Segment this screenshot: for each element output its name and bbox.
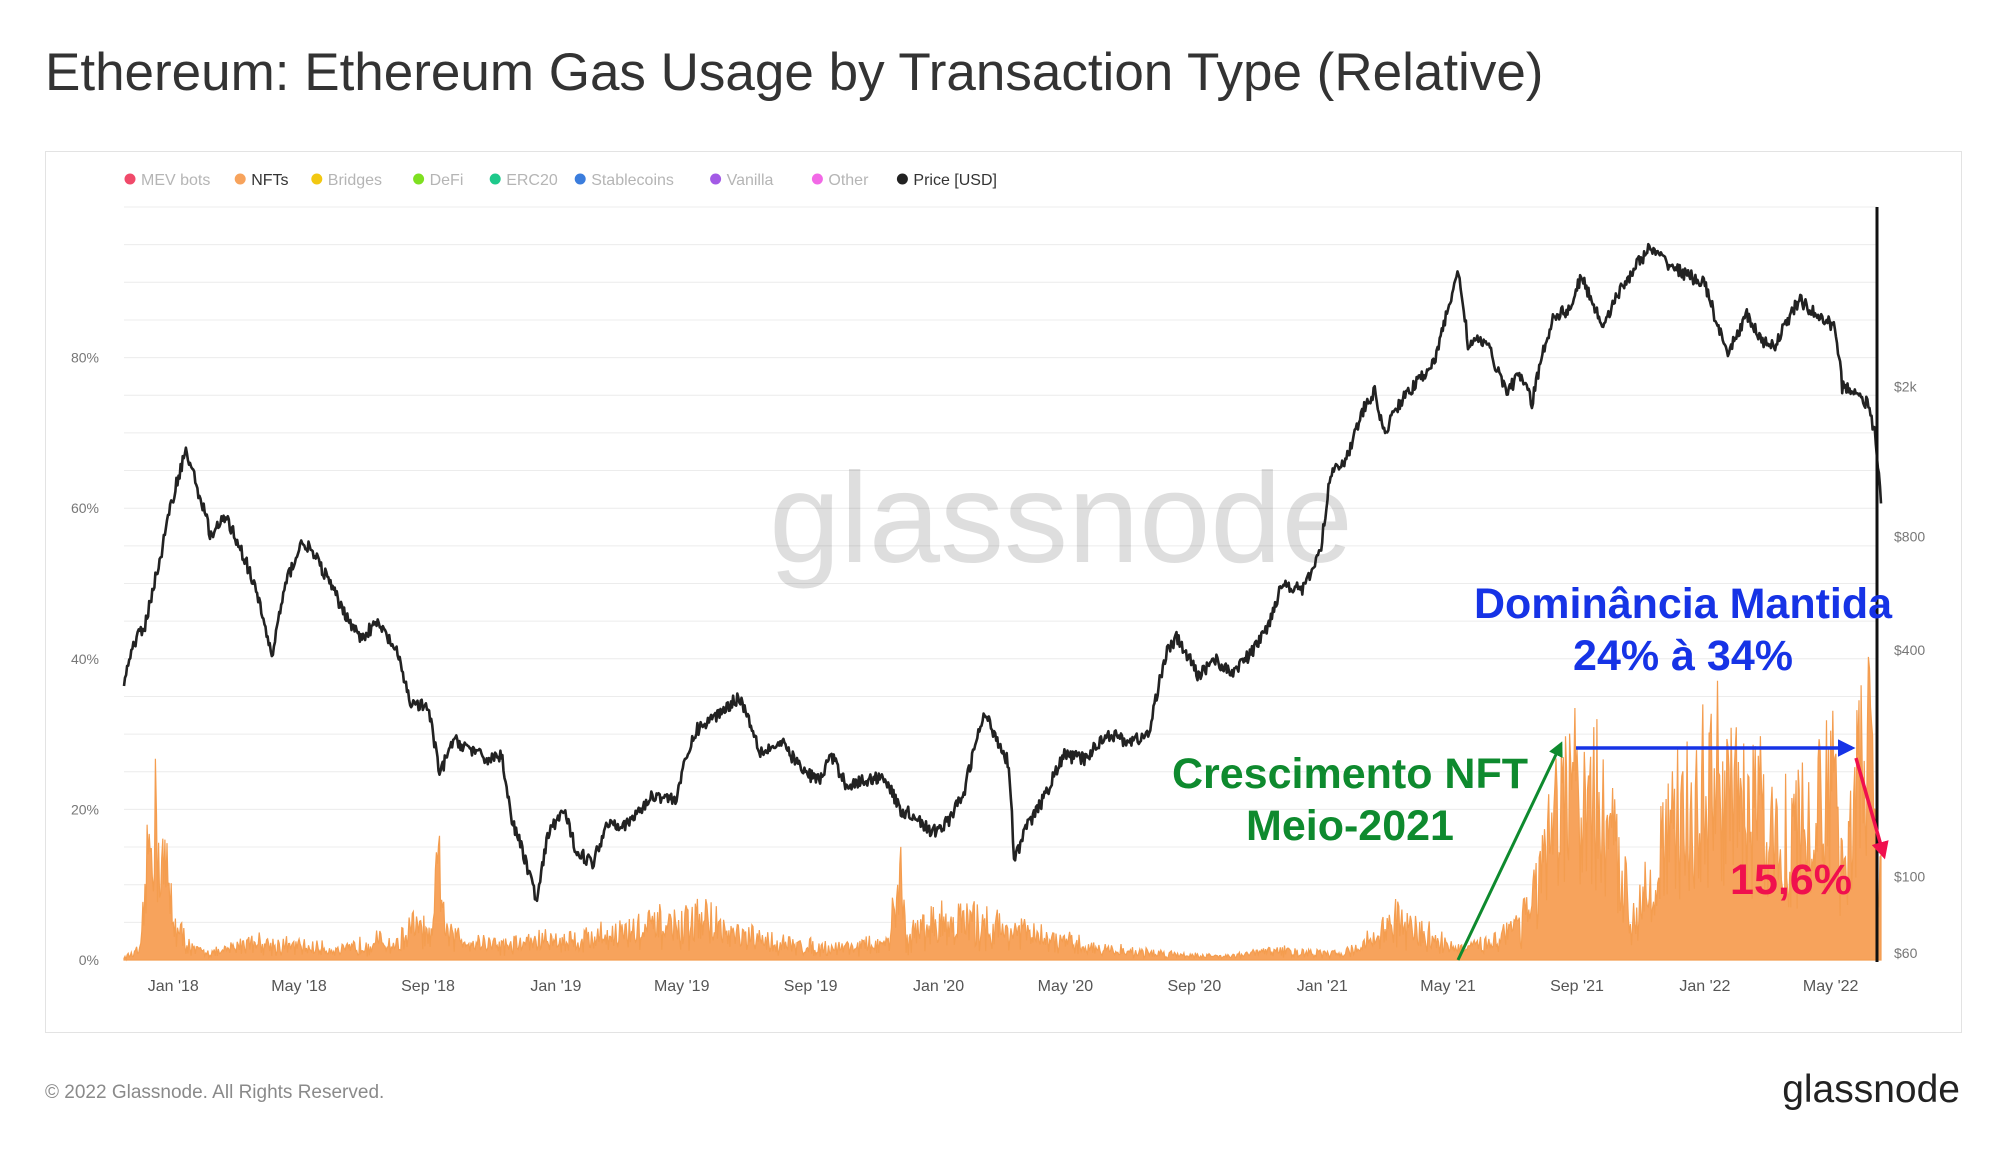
- x-tick-label: Jan '18: [148, 978, 199, 995]
- right-tick-label: $2k: [1894, 379, 1918, 395]
- x-tick-label: Sep '18: [401, 978, 455, 995]
- x-tick-label: Sep '19: [784, 978, 838, 995]
- x-tick-label: May '21: [1420, 978, 1476, 995]
- x-tick-label: May '20: [1038, 978, 1094, 995]
- legend-label: Bridges: [328, 172, 382, 189]
- legend-label: Stablecoins: [591, 172, 674, 189]
- legend-item[interactable]: Other: [811, 172, 869, 189]
- legend-item[interactable]: MEV bots: [124, 172, 211, 189]
- dominance-annotation-line1: Dominância Mantida: [1474, 580, 1893, 628]
- legend-label: NFTs: [251, 172, 288, 189]
- x-tick-label: Jan '21: [1297, 978, 1348, 995]
- left-tick-label: 20%: [71, 801, 99, 817]
- legend-marker: [124, 173, 136, 185]
- growth-annotation-line2: Meio-2021: [1246, 802, 1454, 850]
- legend-label: MEV bots: [141, 172, 210, 189]
- page-title: Ethereum: Ethereum Gas Usage by Transact…: [45, 43, 1544, 102]
- left-tick-label: 40%: [71, 651, 99, 667]
- legend-label: DeFi: [430, 172, 464, 189]
- x-tick-label: May '18: [271, 978, 327, 995]
- legend-marker: [710, 173, 722, 185]
- grid: [124, 206, 1877, 961]
- x-tick-label: May '19: [654, 978, 710, 995]
- annotation-layer: Crescimento NFT Meio-2021 Dominância Man…: [1172, 580, 1893, 961]
- left-tick-label: 0%: [79, 952, 99, 968]
- legend-label: Price [USD]: [913, 172, 997, 189]
- x-tick-label: Jan '22: [1679, 978, 1730, 995]
- right-tick-label: $400: [1894, 642, 1925, 658]
- legend-item[interactable]: NFTs: [234, 172, 289, 189]
- growth-annotation-line1: Crescimento NFT: [1172, 750, 1528, 798]
- nft-area-series: [123, 656, 1882, 962]
- growth-arrow: [1456, 741, 1563, 961]
- legend-item[interactable]: Bridges: [311, 172, 382, 189]
- left-tick-label: 80%: [71, 350, 99, 366]
- x-tick-label: Jan '19: [530, 978, 581, 995]
- left-tick-label: 60%: [71, 500, 99, 516]
- left-axis-ticks: 0% 20% 40% 60% 80%: [71, 350, 99, 968]
- legend-marker: [311, 173, 323, 185]
- right-tick-label: $800: [1894, 528, 1925, 544]
- legend-label: Other: [828, 172, 869, 189]
- legend-marker: [413, 173, 425, 185]
- legend-marker: [489, 173, 501, 185]
- legend-item[interactable]: Price [USD]: [896, 172, 997, 189]
- legend-marker: [896, 173, 908, 185]
- drop-arrow: [1854, 757, 1889, 860]
- x-tick-label: May '22: [1803, 978, 1859, 995]
- legend-label: Vanilla: [727, 172, 774, 189]
- footer-copyright: © 2022 Glassnode. All Rights Reserved.: [45, 1082, 385, 1103]
- x-tick-label: Sep '20: [1167, 978, 1221, 995]
- right-tick-label: $60: [1894, 945, 1918, 961]
- chart-svg: MEV bots NFTs Bridges DeFi ERC20 Stablecoins V…: [71, 172, 1925, 995]
- right-tick-label: $100: [1894, 868, 1925, 884]
- drop-annotation: 15,6%: [1730, 856, 1852, 904]
- legend-item[interactable]: Vanilla: [710, 172, 774, 189]
- legend-marker: [574, 173, 586, 185]
- x-axis-ticks: Jan '18 May '18 Sep '18 Jan '19 May '19 Sep '…: [148, 978, 1859, 995]
- watermark: glassnode: [769, 447, 1353, 590]
- x-tick-label: Sep '21: [1550, 978, 1604, 995]
- dominance-annotation-line2: 24% à 34%: [1573, 632, 1793, 680]
- legend-marker: [234, 173, 246, 185]
- x-tick-label: Jan '20: [913, 978, 964, 995]
- chart-panel: MEV bots NFTs Bridges DeFi ERC20 Stablecoins V…: [45, 151, 1962, 1033]
- price-line-series: [122, 242, 1883, 903]
- legend-item[interactable]: DeFi: [413, 172, 463, 189]
- legend-item[interactable]: Stablecoins: [574, 172, 674, 189]
- legend-marker: [811, 173, 823, 185]
- footer-logo: glassnode: [1782, 1068, 1960, 1111]
- right-axis-ticks: $60 $100 $400 $800 $2k: [1894, 379, 1925, 961]
- legend: MEV bots NFTs Bridges DeFi ERC20 Stablecoins V…: [124, 172, 997, 189]
- legend-label: ERC20: [506, 172, 558, 189]
- legend-item[interactable]: ERC20: [489, 172, 558, 189]
